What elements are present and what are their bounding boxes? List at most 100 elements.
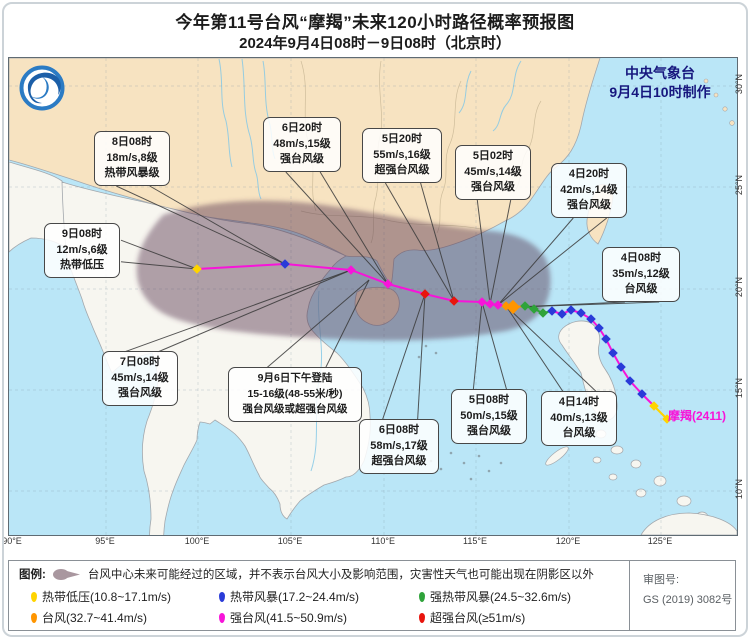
latitude-tick: 15°N [734,377,744,399]
forecast-callout-line: 强台风级 [567,199,611,211]
observed-position-dot [576,308,586,318]
legend-item: 强台风(41.5~50.9m/s) [219,609,347,626]
typhoon-name-label: 摩羯(2411) [668,409,727,423]
legend-item: 台风(32.7~41.4m/s) [31,609,147,626]
forecast-callout-line: 4日20时 [568,168,610,180]
intensity-dot-icon [31,612,37,623]
forecast-callout: 9日08时 12m/s,6级 热带低压 [44,223,120,278]
leader-line [149,185,286,265]
leader-line [505,305,598,393]
observed-position-dot [529,304,539,314]
forecast-callout-line: 42m/s,14级 [560,183,618,196]
forecast-callout: 5日20时 55m/s,16级 超强台风级 [362,128,442,183]
leader-line [420,182,455,302]
forecast-callout-line: 45m/s,14级 [464,165,522,178]
leader-line [157,269,352,353]
intensity-dot-icon [219,591,225,602]
forecast-callout: 5日08时 50m/s,15级 强台风级 [451,389,527,444]
leader-line [116,185,286,265]
forecast-callout-line: 台风级 [562,427,596,439]
latitude-tick: 10°N [734,478,744,500]
forecast-callout: 6日08时 58m/s,17级 超强台风级 [359,419,439,474]
forecast-callout-line: 台风级 [624,283,658,295]
probability-area-icon [52,568,80,580]
leader-line [472,301,483,391]
review-number-value: GS (2019) 3082号 [643,594,733,606]
longitude-tick: 110°E [371,536,395,546]
legend-divider [629,561,630,630]
leader-line [384,182,455,302]
legend-item: 热带低压(10.8~17.1m/s) [31,588,171,605]
forecast-callout: 9月6日下午登陆 15-16级(48-55米/秒) 强台风级或超强台风级 [228,367,362,422]
probability-cone [136,200,551,341]
leader-line [497,217,574,306]
legend-item-label: 热带低压(10.8~17.1m/s) [42,590,172,604]
latitude-tick: 25°N [734,174,744,196]
forecast-callout-line: 强台风级 [471,181,515,193]
forecast-callout-line: 强台风级或超强台风级 [242,403,348,415]
leader-line [489,199,512,305]
forecast-callout-line: 5日20时 [381,133,423,145]
legend-item-label: 超强台风(≥51m/s) [430,611,526,625]
observed-position-dot [625,376,635,386]
forecast-callout-line: 5日02时 [472,150,514,162]
forecast-callout-line: 强台风级 [467,425,511,437]
forecast-callout-line: 6日20时 [281,122,323,134]
observed-position-dot [594,323,604,333]
observed-position-dot [547,306,557,316]
observed-position-dot [608,348,618,358]
legend-item: 超强台风(≥51m/s) [419,609,525,626]
forecast-callout-line: 7日08时 [119,356,161,368]
leader-line [476,199,491,305]
forecast-callout: 4日08时 35m/s,12级 台风级 [602,247,680,302]
leader-line [381,293,426,421]
forecast-position-dot [505,299,521,315]
forecast-callout: 6日20时 48m/s,15级 强台风级 [263,117,341,172]
forecast-callout-line: 4日14时 [558,396,600,408]
attribution-agency: 中央气象台 [625,65,695,81]
observed-position-dot [601,334,611,344]
forecast-callout-line: 热带风暴级 [104,167,160,179]
forecast-callout-line: 4日08时 [620,252,662,264]
review-number-label: 审图号: [643,574,680,586]
longitude-tick: 90°E [2,536,22,546]
observed-position-dot [557,309,567,319]
leader-line [516,301,660,308]
leader-line [120,261,198,270]
forecast-callout-line: 40m/s,13级 [550,411,608,424]
forecast-callout-line: 8日08时 [111,136,153,148]
observed-position-dot [662,414,672,424]
legend: 图例: 台风中心未来可能经过的区域，并不表示台风大小及影响范围，灾害性天气也可能… [8,560,736,631]
intensity-dot-icon [419,612,425,623]
legend-item: 强热带风暴(24.5~32.6m/s) [419,588,571,605]
longitude-tick: 115°E [463,536,487,546]
forecast-callout-line: 15-16级(48-55米/秒) [247,387,343,400]
leader-line [497,217,608,306]
forecast-callout: 8日08时 18m/s,8级 热带风暴级 [94,131,170,186]
forecast-callout-line: 超强台风级 [374,164,430,176]
forecast-callout: 5日02时 45m/s,14级 强台风级 [455,145,531,200]
longitude-tick: 125°E [647,536,673,546]
longitude-tick: 95°E [95,536,115,546]
forecast-callout: 4日14时 40m/s,13级 台风级 [541,391,617,446]
legend-item-label: 热带风暴(17.2~24.4m/s) [230,590,360,604]
page-title: 今年第11号台风“摩羯”未来120小时路径概率预报图 [175,13,575,32]
leader-line [325,279,370,369]
forecast-callout: 4日20时 42m/s,14级 强台风级 [551,163,627,218]
forecast-callout-line: 45m/s,14级 [111,371,169,384]
longitude-tick: 105°E [277,536,303,546]
forecast-callout-line: 18m/s,8级 [106,151,158,164]
cma-logo-icon [18,64,66,112]
forecast-callout-line: 强台风级 [280,153,324,165]
attribution-time: 9月4日10时制作 [609,84,711,100]
forecast-callout: 7日08时 45m/s,14级 强台风级 [102,351,178,406]
forecast-callout-line: 5日08时 [468,394,510,406]
forecast-callout-line: 超强台风级 [371,455,427,467]
observed-position-dot [520,301,530,311]
legend-note-row: 图例: 台风中心未来可能经过的区域，并不表示台风大小及影响范围，灾害性天气也可能… [19,566,594,582]
leader-line [417,293,426,421]
leader-line [319,171,389,285]
latitude-tick: 20°N [734,276,744,298]
legend-item-label: 强台风(41.5~50.9m/s) [230,611,348,625]
